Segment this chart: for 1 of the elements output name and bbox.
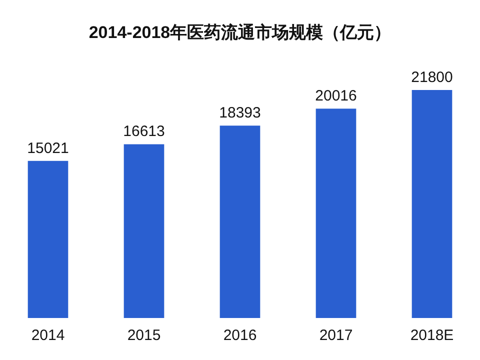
title: 2014-2018年医药流通市场规模（亿元） bbox=[88, 23, 392, 42]
